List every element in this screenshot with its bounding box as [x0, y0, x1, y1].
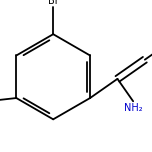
Text: Br: Br: [48, 0, 59, 6]
Text: NH₂: NH₂: [124, 103, 142, 113]
